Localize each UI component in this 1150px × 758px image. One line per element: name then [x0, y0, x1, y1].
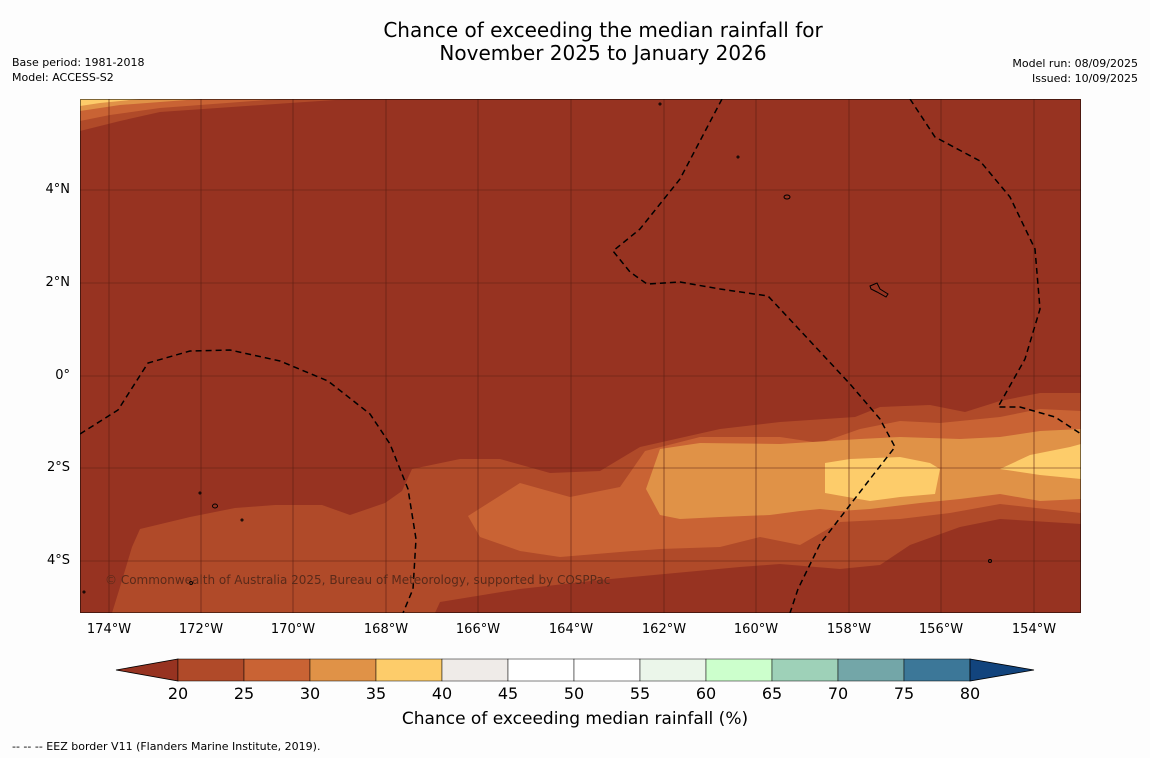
lon-label-168w: 168°W [363, 622, 409, 637]
region-35-40-a [825, 457, 940, 501]
lon-label-154w: 154°W [1011, 622, 1057, 637]
title-line-1: Chance of exceeding the median rainfall … [383, 18, 823, 42]
colorbar-segment [441, 658, 509, 682]
lon-label-170w: 170°W [270, 622, 316, 637]
copyright-notice: © Commonwealth of Australia 2025, Bureau… [105, 573, 611, 587]
colorbar-segment [903, 658, 971, 682]
colorbar-segment [309, 658, 377, 682]
lat-label-4s: 4°S [46, 553, 70, 568]
eez-footnote: -- -- -- EEZ border V11 (Flanders Marine… [12, 740, 321, 753]
eez-borders [80, 99, 1081, 613]
colorbar-segment [573, 658, 641, 682]
lat-label-2s: 2°S [46, 460, 70, 475]
colorbar-segment [639, 658, 707, 682]
colorbar-segment [243, 658, 311, 682]
model-run-date: Model run: 08/09/2025 [1012, 57, 1138, 70]
colorbar-segment [837, 658, 905, 682]
lon-label-162w: 162°W [641, 622, 687, 637]
region-35-40-north [80, 99, 140, 106]
model-info: Base period: 1981-2018 Model: ACCESS-S2 [12, 55, 144, 85]
lon-label-172w: 172°W [178, 622, 224, 637]
lon-label-174w: 174°W [86, 622, 132, 637]
graticule [80, 99, 1081, 613]
colorbar-tick-20: 20 [167, 684, 189, 703]
colorbar-segment [375, 658, 443, 682]
islands [82, 102, 992, 594]
base-period: Base period: 1981-2018 [12, 56, 145, 69]
colorbar-segment [507, 658, 575, 682]
map-title: Chance of exceeding the median rainfall … [0, 19, 1150, 65]
colorbar-tick-65: 65 [761, 684, 783, 703]
colorbar-tick-80: 80 [959, 684, 981, 703]
lat-label-0: 0° [55, 368, 70, 383]
title-line-2: November 2025 to January 2026 [439, 41, 767, 65]
lon-label-164w: 164°W [548, 622, 594, 637]
colorbar-tick-70: 70 [827, 684, 849, 703]
region-35-40-b [1000, 444, 1081, 479]
map-area [80, 99, 1081, 613]
region-25-30-north [80, 99, 280, 121]
lon-label-156w: 156°W [918, 622, 964, 637]
colorbar [115, 658, 1035, 682]
colorbar-tick-45: 45 [497, 684, 519, 703]
lon-label-160w: 160°W [733, 622, 779, 637]
run-info: Model run: 08/09/2025 Issued: 10/09/2025 [1012, 56, 1138, 86]
colorbar-segment [771, 658, 839, 682]
colorbar-tick-30: 30 [299, 684, 321, 703]
lon-label-158w: 158°W [826, 622, 872, 637]
issued-date: Issued: 10/09/2025 [1031, 72, 1138, 85]
colorbar-tick-75: 75 [893, 684, 915, 703]
lat-label-2n: 2°N [45, 275, 71, 290]
lon-label-166w: 166°W [455, 622, 501, 637]
colorbar-tick-40: 40 [431, 684, 453, 703]
lat-label-4n: 4°N [45, 182, 71, 197]
colorbar-segment [177, 658, 245, 682]
colorbar-label: Chance of exceeding median rainfall (%) [401, 709, 749, 729]
rainfall-map [80, 99, 1081, 613]
colorbar-extend-low [115, 658, 179, 682]
colorbar-segment [705, 658, 773, 682]
colorbar-tick-50: 50 [563, 684, 585, 703]
model-name: Model: ACCESS-S2 [12, 71, 114, 84]
colorbar-tick-55: 55 [629, 684, 651, 703]
colorbar-tick-60: 60 [695, 684, 717, 703]
colorbar-tick-25: 25 [233, 684, 255, 703]
map-border [80, 99, 1081, 613]
colorbar-tick-35: 35 [365, 684, 387, 703]
colorbar-extend-high [969, 658, 1035, 682]
